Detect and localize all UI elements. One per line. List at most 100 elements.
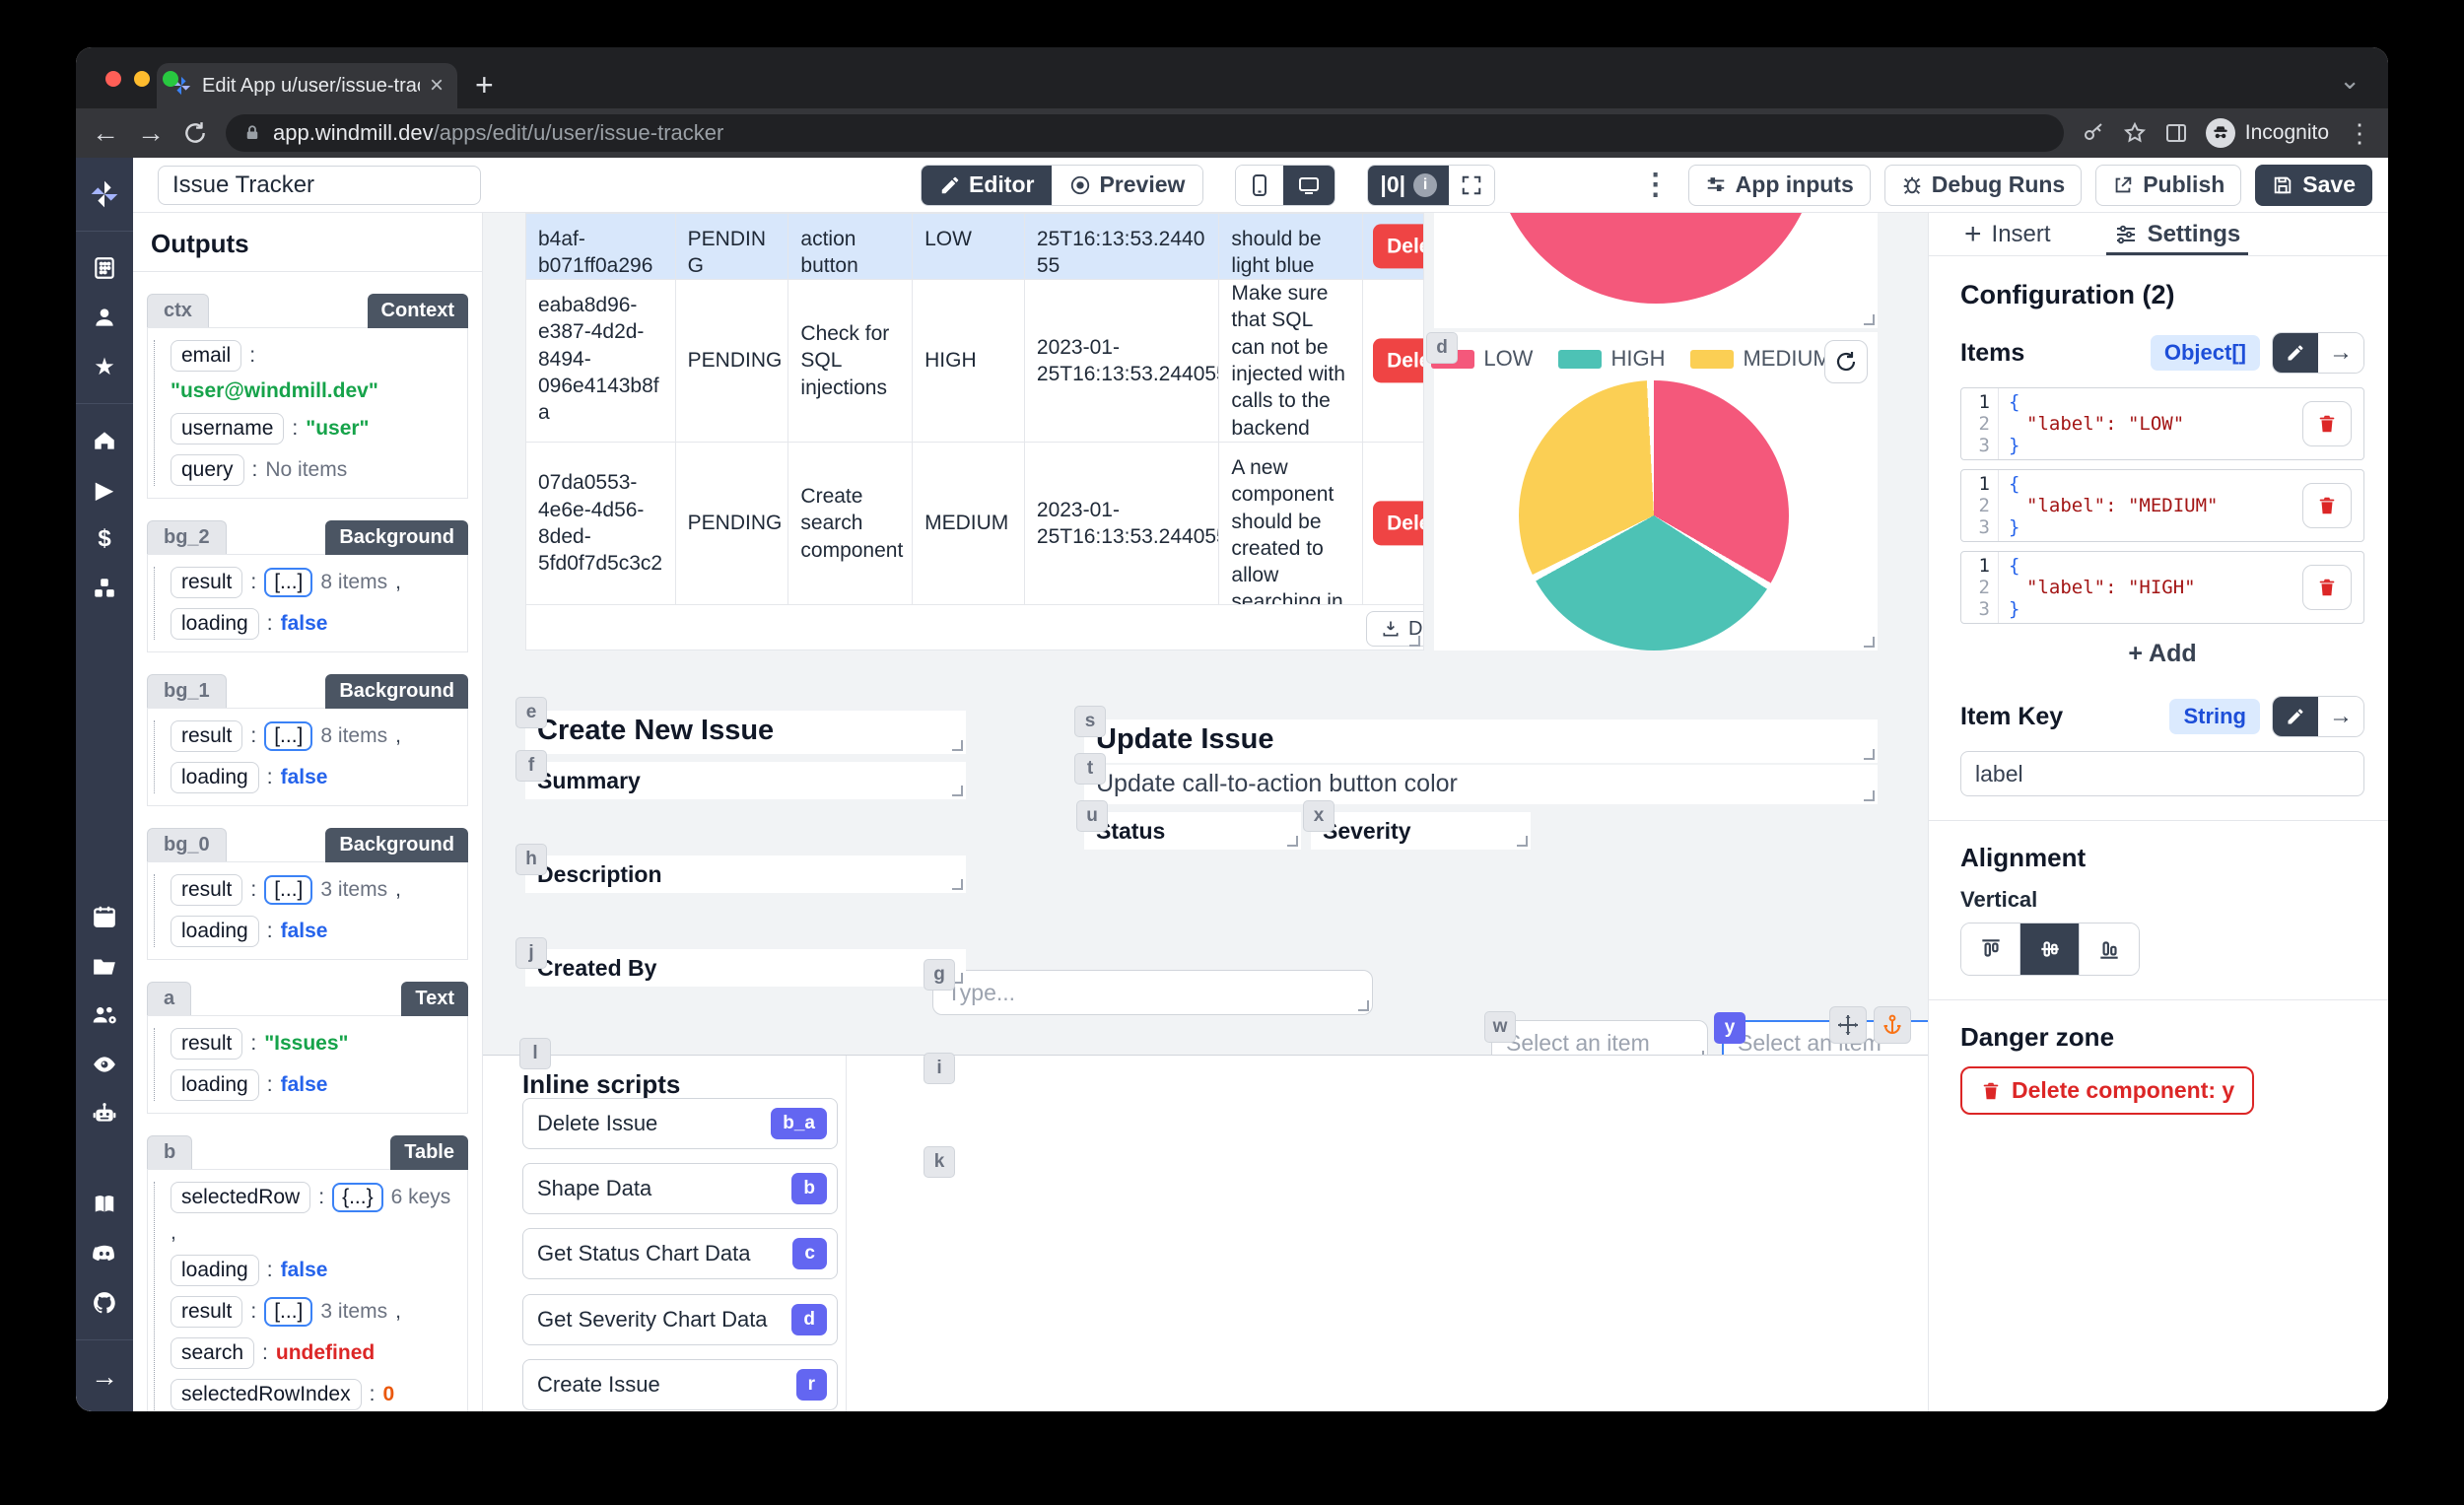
create-issue-title-component[interactable]: e Create New Issue bbox=[515, 697, 966, 754]
bookmark-star-icon[interactable] bbox=[2123, 121, 2147, 145]
created-by-label-component[interactable]: j Created By bbox=[515, 937, 966, 987]
delete-row-button[interactable]: Delete bbox=[1373, 224, 1423, 269]
close-window-icon[interactable] bbox=[105, 71, 121, 87]
collapsed-array-pill[interactable]: [...] bbox=[264, 721, 313, 751]
output-id-tab[interactable]: b bbox=[147, 1135, 193, 1169]
docs-book-icon[interactable] bbox=[89, 1189, 120, 1220]
add-item-button[interactable]: + Add bbox=[2128, 640, 2197, 667]
output-key[interactable]: selectedRow bbox=[171, 1182, 311, 1213]
table-row[interactable]: 07da0553-4e6e-4d56-8ded-5fd0f7d5c3c2 PEN… bbox=[526, 443, 1423, 605]
component-tag-h[interactable]: h bbox=[515, 844, 547, 875]
workspace-icon[interactable] bbox=[89, 252, 120, 284]
app-inputs-button[interactable]: App inputs bbox=[1687, 164, 1871, 206]
app-title-input[interactable] bbox=[158, 165, 481, 205]
save-button[interactable]: Save bbox=[2255, 164, 2372, 206]
forward-button[interactable]: → bbox=[137, 117, 165, 148]
desktop-view-button[interactable] bbox=[1283, 165, 1335, 205]
output-key[interactable]: loading bbox=[171, 608, 259, 640]
password-key-icon[interactable] bbox=[2082, 121, 2105, 145]
user-icon[interactable] bbox=[89, 302, 120, 333]
severity-label-component[interactable]: x Severity bbox=[1303, 800, 1531, 850]
output-key[interactable]: result bbox=[171, 1296, 243, 1328]
inline-script-item[interactable]: Shape Data b bbox=[522, 1163, 838, 1214]
component-tag-t[interactable]: t bbox=[1074, 753, 1106, 785]
legend-item[interactable]: HIGH bbox=[1558, 346, 1665, 372]
output-key[interactable]: email bbox=[171, 340, 242, 372]
tab-insert[interactable]: + Insert bbox=[1964, 213, 2051, 255]
output-key[interactable]: selectedRowIndex bbox=[171, 1379, 362, 1410]
browser-tab[interactable]: Edit App u/user/issue-tracker | × bbox=[157, 63, 457, 108]
output-key[interactable]: loading bbox=[171, 1255, 259, 1286]
delete-item-button[interactable] bbox=[2302, 483, 2352, 528]
output-id-tab[interactable]: bg_1 bbox=[147, 674, 227, 708]
minimize-window-icon[interactable] bbox=[134, 71, 150, 87]
component-tag-k[interactable]: k bbox=[924, 1146, 955, 1178]
delete-item-button[interactable] bbox=[2302, 565, 2352, 610]
variables-dollar-icon[interactable]: $ bbox=[98, 525, 111, 552]
reload-button[interactable] bbox=[182, 120, 208, 146]
tab-close-icon[interactable]: × bbox=[429, 72, 444, 99]
status-label-component[interactable]: u Status bbox=[1076, 800, 1301, 850]
table-row[interactable]: eaba8d96-e387-4d2d-8494-096e4143b8fa PEN… bbox=[526, 280, 1423, 443]
schedules-calendar-icon[interactable] bbox=[89, 901, 120, 932]
component-tag-l[interactable]: l bbox=[519, 1038, 551, 1069]
preview-tab[interactable]: Preview bbox=[1052, 165, 1203, 205]
maximize-window-icon[interactable] bbox=[163, 71, 178, 87]
collapsed-array-pill[interactable]: [...] bbox=[264, 1297, 313, 1327]
mobile-view-button[interactable] bbox=[1236, 165, 1284, 205]
output-key[interactable]: username bbox=[171, 413, 285, 445]
delete-component-button[interactable]: Delete component: y bbox=[1960, 1066, 2255, 1115]
output-key[interactable]: search bbox=[171, 1337, 255, 1369]
output-key[interactable]: result bbox=[171, 1028, 243, 1060]
output-id-tab[interactable]: ctx bbox=[147, 294, 209, 327]
component-tag-x[interactable]: x bbox=[1303, 800, 1335, 832]
back-button[interactable]: ← bbox=[92, 117, 119, 148]
anchor-icon[interactable] bbox=[1874, 1006, 1911, 1044]
component-tag-w[interactable]: w bbox=[1484, 1011, 1516, 1043]
new-tab-button[interactable]: + bbox=[475, 67, 494, 103]
output-key[interactable]: loading bbox=[171, 916, 259, 947]
component-tag-s[interactable]: s bbox=[1074, 706, 1106, 737]
item-key-input[interactable] bbox=[1960, 751, 2364, 796]
download-button[interactable]: Download bbox=[1366, 611, 1423, 647]
address-bar[interactable]: app.windmill.dev/apps/edit/u/user/issue-… bbox=[226, 114, 2064, 152]
runs-play-icon[interactable]: ▶ bbox=[95, 476, 114, 504]
update-issue-title-component[interactable]: s Update Issue bbox=[1074, 706, 1878, 763]
expand-sidebar-arrow-icon[interactable]: → bbox=[91, 1361, 118, 1392]
align-top-button[interactable] bbox=[1961, 924, 2020, 975]
delete-row-button[interactable]: Delete bbox=[1373, 338, 1423, 383]
align-bottom-button[interactable] bbox=[2080, 924, 2139, 975]
summary-input[interactable]: g Type... bbox=[924, 959, 1373, 1015]
tab-search-chevron-icon[interactable]: ⌄ bbox=[2339, 65, 2361, 95]
component-tag-i[interactable]: i bbox=[924, 1053, 955, 1084]
refresh-chart-button[interactable] bbox=[1824, 340, 1868, 383]
output-id-tab[interactable]: bg_0 bbox=[147, 828, 227, 861]
home-icon[interactable] bbox=[89, 425, 120, 456]
inline-script-item[interactable]: Delete Issue b_a bbox=[522, 1098, 838, 1149]
groups-icon[interactable] bbox=[89, 999, 120, 1031]
output-key[interactable]: result bbox=[171, 567, 243, 598]
table-row-selected[interactable]: b4af-b071ff0a2962 PENDING action button … bbox=[526, 214, 1423, 280]
description-label-component[interactable]: h Description bbox=[515, 844, 966, 893]
toolbar-kebab-icon[interactable]: ⋮ bbox=[1640, 169, 1671, 201]
legend-item[interactable]: MEDIUM bbox=[1690, 346, 1831, 372]
delete-row-button[interactable]: Delete bbox=[1373, 501, 1423, 546]
update-issue-subtitle-component[interactable]: t Update call-to-action button color bbox=[1074, 753, 1878, 804]
expand-arrow-button[interactable]: → bbox=[2318, 333, 2363, 373]
output-id-tab[interactable]: bg_2 bbox=[147, 520, 227, 554]
expand-arrow-button[interactable]: → bbox=[2318, 697, 2363, 736]
debug-console-button[interactable]: |0| i bbox=[1368, 165, 1450, 205]
side-panel-icon[interactable] bbox=[2164, 121, 2188, 145]
output-key[interactable]: loading bbox=[171, 762, 259, 793]
favorites-star-icon[interactable]: ★ bbox=[94, 353, 115, 380]
component-tag-g[interactable]: g bbox=[924, 959, 955, 991]
inline-script-item[interactable]: Get Status Chart Data c bbox=[522, 1228, 838, 1279]
debug-runs-button[interactable]: Debug Runs bbox=[1883, 164, 2083, 206]
output-key[interactable]: result bbox=[171, 720, 243, 752]
edit-pencil-button[interactable] bbox=[2273, 697, 2318, 736]
align-center-button[interactable] bbox=[2020, 924, 2080, 975]
collapsed-array-pill[interactable]: [...] bbox=[264, 568, 313, 597]
resources-cubes-icon[interactable] bbox=[89, 573, 120, 604]
